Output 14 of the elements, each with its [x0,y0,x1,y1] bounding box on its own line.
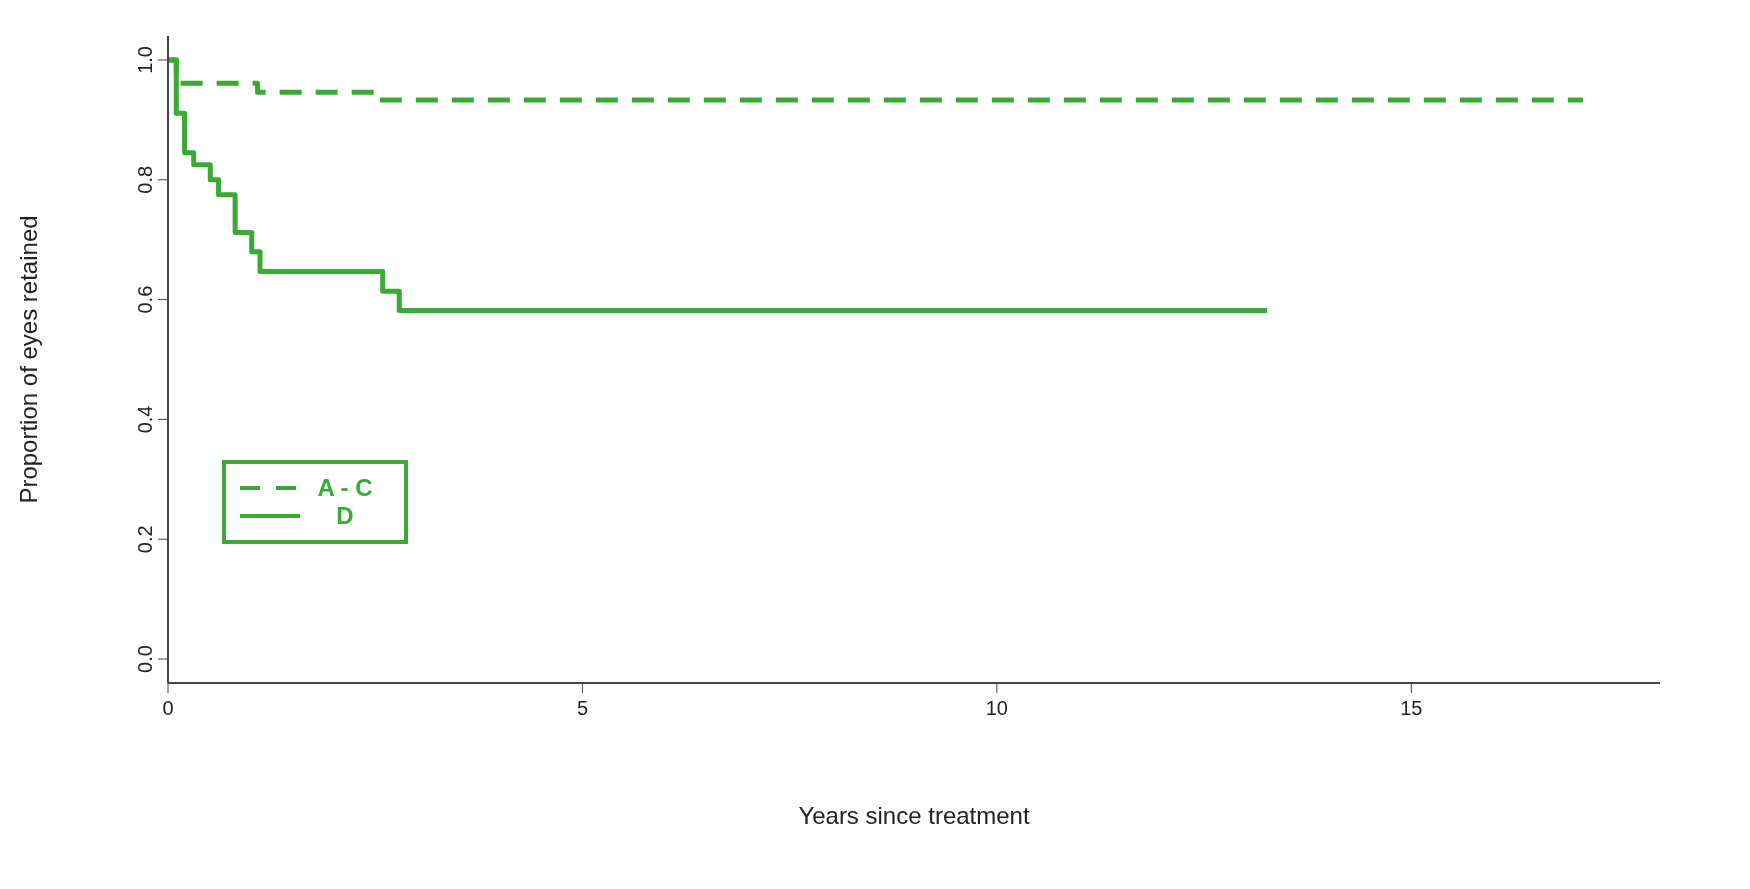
x-tick-label: 5 [576,697,589,719]
y-tick-label: 0.2 [134,525,156,554]
x-tick-label: 10 [985,697,1009,719]
y-tick-label: 0.6 [134,285,156,314]
legend-label: D [335,502,355,530]
x-tick-label: 0 [162,697,174,719]
x-axis-title: Years since treatment [798,802,1030,829]
y-tick-label: 1.0 [134,46,156,74]
y-tick-label: 0.0 [134,645,156,673]
y-tick-label: 0.8 [134,165,156,194]
y-tick-label: 0.4 [134,405,156,434]
legend-label: A - C [316,474,374,502]
y-axis-title: Proportion of eyes retained [14,215,42,504]
x-tick-label: 15 [1400,697,1423,719]
